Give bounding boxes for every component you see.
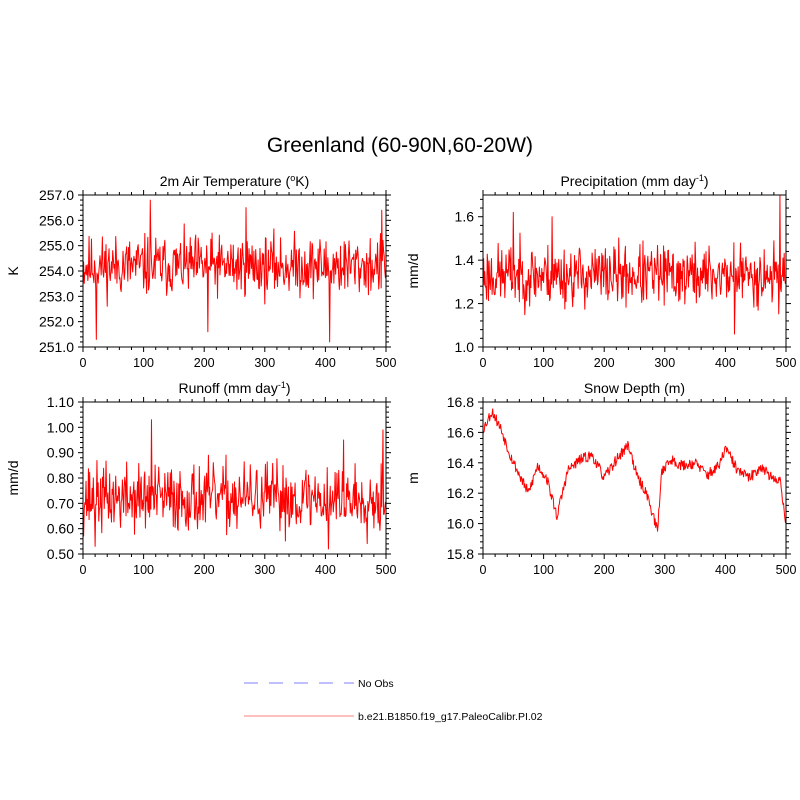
x-tick-label: 300 (254, 356, 275, 370)
figure-title: Greenland (60-90N,60-20W) (267, 134, 533, 157)
y-tick-label: 1.2 (455, 296, 475, 312)
legend-label-no-obs: No Obs (358, 678, 394, 690)
x-tick-label: 400 (715, 356, 736, 370)
x-tick-label: 400 (315, 356, 336, 370)
plot-frame (482, 401, 787, 555)
x-tick-label: 200 (194, 563, 215, 577)
x-tick-label: 400 (715, 563, 736, 577)
y-tick-label: 0.50 (47, 546, 74, 562)
y-tick-label: 253.0 (39, 288, 74, 304)
x-tick-label: 200 (594, 563, 615, 577)
series-line-snow-depth (482, 408, 787, 532)
x-tick-label: 0 (480, 563, 487, 577)
panel-snow-depth: 0 100 200 300 400 500 15.8 16.0 16.2 16.4 16.6 16.8… (405, 380, 796, 577)
x-tick-label: 100 (133, 356, 154, 370)
y-tick-label: 0.60 (47, 521, 74, 537)
y-tick-label: 251.0 (39, 339, 74, 355)
panel-title: Precipitation (mm day-1) (560, 173, 708, 189)
x-tick-label: 500 (376, 563, 397, 577)
y-tick-label: 255.0 (39, 238, 74, 254)
x-tick-label: 0 (80, 356, 87, 370)
y-tick-label: 252.0 (39, 314, 74, 330)
x-tick-label: 100 (533, 563, 554, 577)
x-tick-label: 300 (654, 563, 675, 577)
panel-precipitation: 0 100 200 300 400 500 1.0 1.2 1.4 1.6 Precipitatio… (405, 173, 796, 370)
x-tick-label: 500 (776, 563, 797, 577)
panel-runoff: 0 100 200 300 400 500 0.50 0.60 0.70 0.80 0.90 1.00… (5, 380, 396, 577)
y-tick-label: 1.6 (455, 209, 475, 225)
panel-title: Snow Depth (m) (584, 380, 685, 396)
x-tick-label: 500 (776, 356, 797, 370)
y-tick-label: 16.0 (447, 516, 474, 532)
x-tick-label: 0 (80, 563, 87, 577)
y-tick-label: 0.90 (47, 445, 74, 461)
series-line-air-temperature (82, 199, 387, 343)
x-tick-label: 0 (480, 356, 487, 370)
x-tick-label: 100 (533, 356, 554, 370)
panel-title: Runoff (mm day-1) (178, 380, 290, 396)
y-tick-label: 16.6 (447, 424, 474, 440)
y-tick-label: 1.4 (455, 252, 475, 268)
y-tick-label: 1.00 (47, 419, 74, 435)
y-tick-label: 15.8 (447, 546, 474, 562)
y-tick-label: 1.10 (47, 394, 74, 410)
panel-title: 2m Air Temperature (oK) (160, 173, 309, 189)
y-axis-label: mm/d (405, 254, 421, 289)
series-line-precipitation (482, 194, 787, 335)
y-axis-label: mm/d (5, 461, 21, 496)
y-axis-label: K (5, 266, 21, 276)
y-tick-label: 0.70 (47, 495, 74, 511)
y-tick-label: 16.2 (447, 485, 474, 501)
y-tick-label: 254.0 (39, 263, 74, 279)
y-tick-label: 0.80 (47, 470, 74, 486)
x-tick-label: 500 (376, 356, 397, 370)
x-tick-label: 200 (194, 356, 215, 370)
y-tick-label: 16.8 (447, 394, 474, 410)
x-tick-label: 400 (315, 563, 336, 577)
x-tick-label: 100 (133, 563, 154, 577)
plot-frame (482, 194, 787, 348)
y-tick-label: 16.4 (447, 455, 474, 471)
series-line-runoff (82, 419, 387, 550)
plot-frame (82, 401, 387, 555)
y-tick-label: 1.0 (455, 339, 475, 355)
y-tick-label: 256.0 (39, 212, 74, 228)
legend-label-run: b.e21.B1850.f19_g17.PaleoCalibr.PI.02 (358, 711, 543, 723)
x-tick-label: 200 (594, 356, 615, 370)
panel-air-temperature: 0 100 200 300 400 500 251.0 252.0 253.0 254.0 255.… (5, 173, 396, 370)
chart-panels: 0 100 200 300 400 500 251.0 252.0 253.0 254.0 255.… (5, 173, 796, 577)
x-tick-label: 300 (254, 563, 275, 577)
x-tick-label: 300 (654, 356, 675, 370)
y-axis-label: m (405, 472, 421, 484)
legend: No Obs b.e21.B1850.f19_g17.PaleoCalibr.P… (244, 678, 543, 723)
y-tick-label: 257.0 (39, 187, 74, 203)
